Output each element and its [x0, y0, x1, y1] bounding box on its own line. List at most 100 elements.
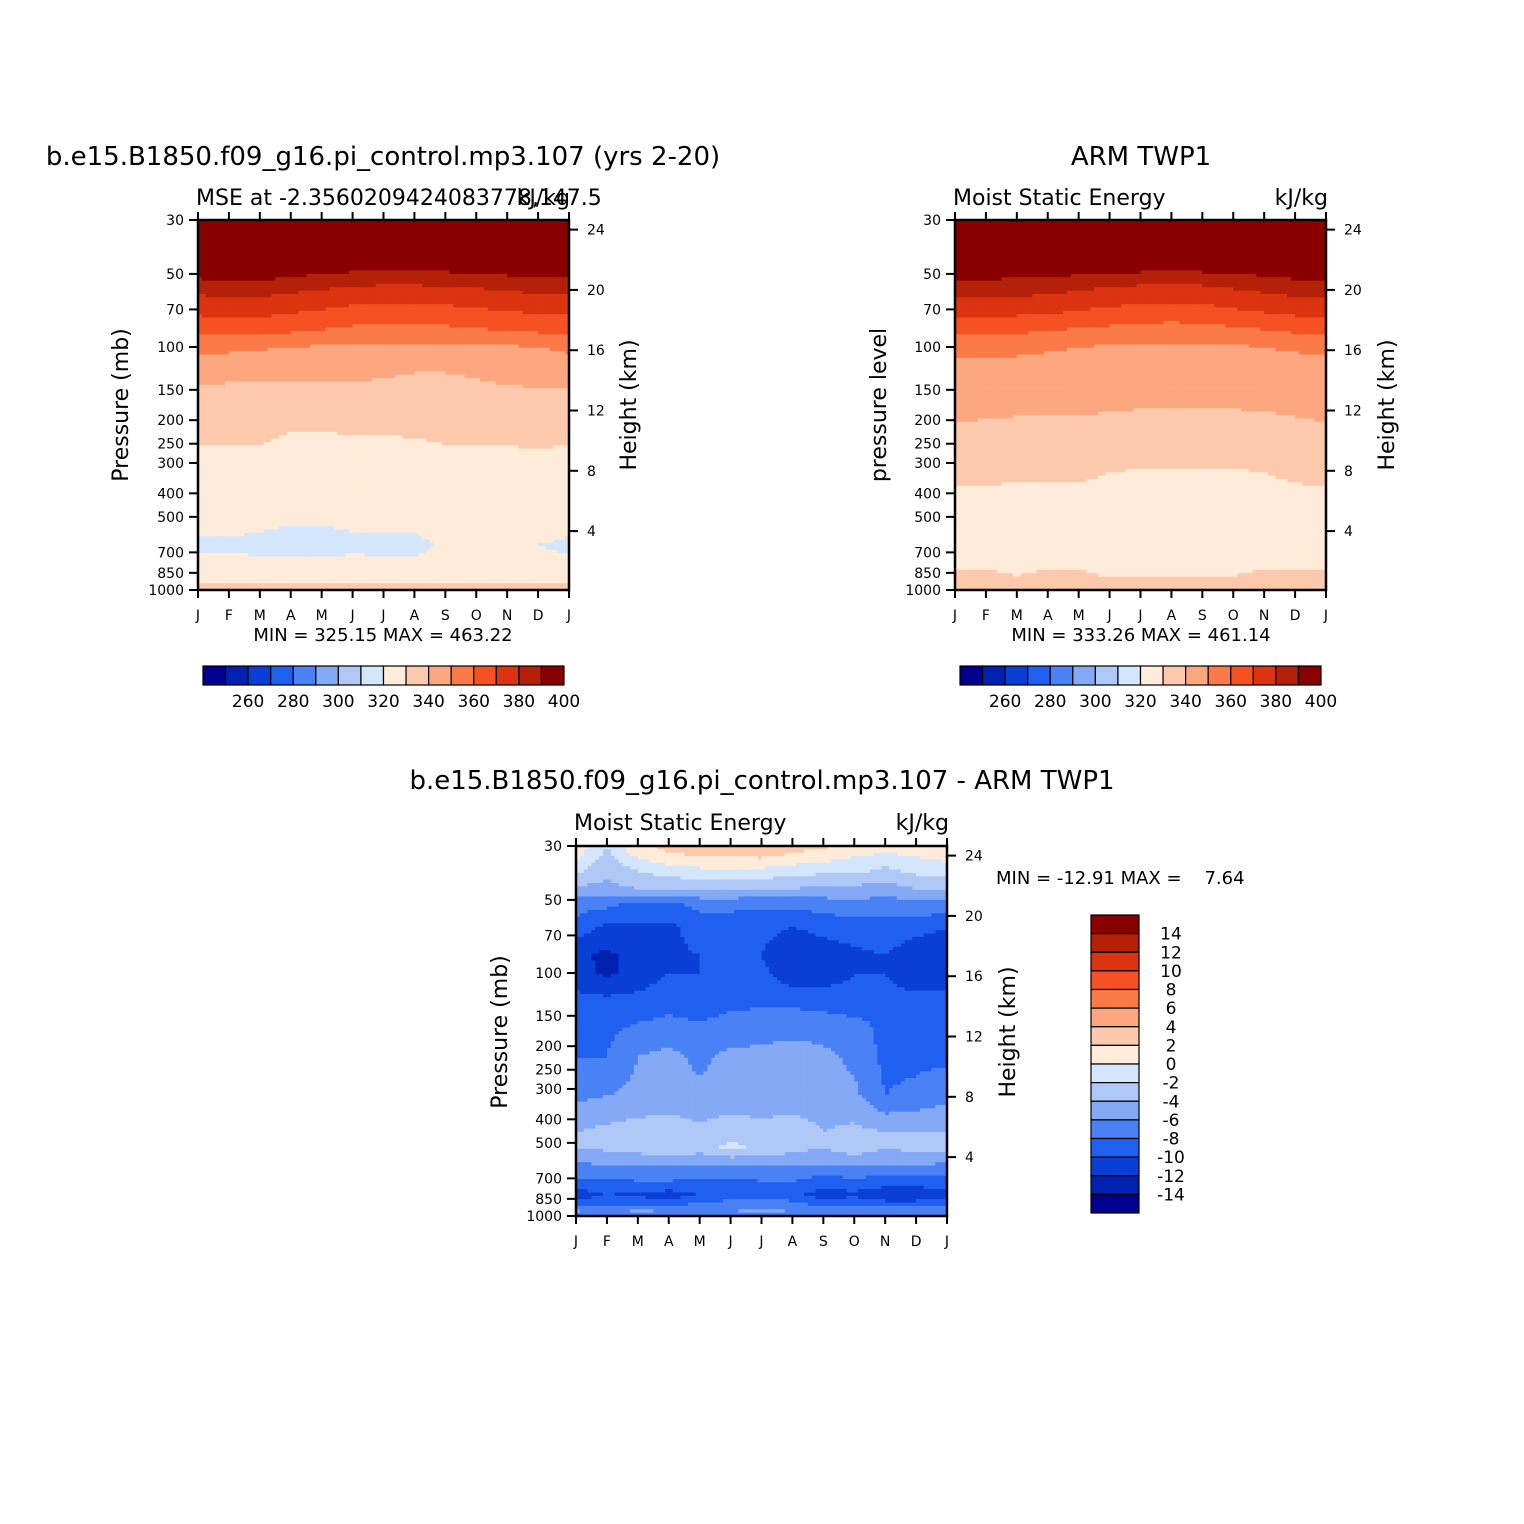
contour-cell: [461, 270, 465, 274]
contour-cell: [395, 307, 399, 311]
contour-cell: [449, 361, 453, 365]
contour-cell: [306, 324, 310, 328]
contour-cell: [441, 381, 445, 385]
contour-cell: [326, 344, 330, 348]
contour-cell: [380, 270, 384, 274]
contour-cell: [399, 307, 403, 311]
contour-cell: [469, 381, 473, 385]
contour-cell: [523, 287, 527, 291]
contour-cell: [465, 287, 469, 291]
contour-cell: [403, 223, 407, 227]
contour-cell: [387, 344, 391, 348]
contour-cell: [484, 240, 488, 244]
contour-cell: [213, 344, 217, 348]
contour-cell: [507, 250, 511, 254]
contour-cell: [279, 381, 283, 385]
contour-cell: [279, 240, 283, 244]
contour-cell: [322, 277, 326, 281]
contour-cell: [526, 307, 530, 311]
contour-cell: [318, 270, 322, 274]
contour-cell: [461, 240, 465, 244]
contour-cell: [271, 240, 275, 244]
contour-cell: [353, 270, 357, 274]
contour-cell: [554, 307, 558, 311]
contour-cell: [387, 388, 391, 392]
contour-cell: [411, 314, 415, 318]
contour-cell: [488, 297, 492, 301]
contour-cell: [264, 307, 268, 311]
contour-cell: [519, 270, 523, 274]
contour-cell: [368, 371, 372, 375]
contour-cell: [403, 260, 407, 264]
contour-cell: [291, 307, 295, 311]
contour-cell: [426, 351, 430, 355]
contour-cell: [426, 277, 430, 281]
contour-cell: [496, 223, 500, 227]
contour-cell: [260, 307, 264, 311]
contour-cell: [492, 307, 496, 311]
contour-cell: [380, 381, 384, 385]
contour-cell: [248, 307, 252, 311]
contour-cell: [302, 250, 306, 254]
contour-cell: [496, 307, 500, 311]
contour-cell: [337, 324, 341, 328]
contour-cell: [372, 351, 376, 355]
contour-cell: [538, 388, 542, 392]
contour-cell: [291, 361, 295, 365]
contour-cell: [356, 388, 360, 392]
contour-cell: [457, 307, 461, 311]
contour-cell: [260, 334, 264, 338]
contour-cell: [507, 371, 511, 375]
contour-cell: [407, 287, 411, 291]
contour-cell: [217, 240, 221, 244]
contour-cell: [511, 250, 515, 254]
contour-cell: [449, 297, 453, 301]
contour-cell: [310, 277, 314, 281]
contour-cell: [202, 361, 206, 365]
contour-cell: [476, 260, 480, 264]
contour-cell: [414, 334, 418, 338]
contour-cell: [403, 361, 407, 365]
contour-cell: [542, 334, 546, 338]
contour-cell: [519, 277, 523, 281]
contour-cell: [376, 277, 380, 281]
contour-cell: [252, 344, 256, 348]
contour-cell: [314, 277, 318, 281]
contour-cell: [333, 361, 337, 365]
contour-cell: [449, 334, 453, 338]
contour-cell: [225, 223, 229, 227]
contour-cell: [298, 344, 302, 348]
contour-cell: [318, 240, 322, 244]
contour-cell: [407, 381, 411, 385]
contour-cell: [422, 334, 426, 338]
contour-cell: [275, 307, 279, 311]
contour-cell: [523, 361, 527, 365]
contour-cell: [356, 233, 360, 237]
contour-cell: [306, 277, 310, 281]
contour-cell: [206, 270, 210, 274]
contour-cell: [515, 250, 519, 254]
contour-cell: [550, 233, 554, 237]
contour-cell: [507, 314, 511, 318]
contour-cell: [206, 371, 210, 375]
contour-cell: [248, 233, 252, 237]
contour-cell: [530, 260, 534, 264]
contour-cell: [260, 223, 264, 227]
contour-cell: [453, 371, 457, 375]
contour-cell: [496, 388, 500, 392]
contour-cell: [329, 260, 333, 264]
contour-cell: [387, 361, 391, 365]
contour-cell: [349, 324, 353, 328]
contour-cell: [384, 260, 388, 264]
contour-cell: [322, 381, 326, 385]
contour-cell: [233, 223, 237, 227]
contour-cell: [414, 314, 418, 318]
contour-cell: [554, 351, 558, 355]
contour-cell: [210, 371, 214, 375]
contour-cell: [337, 260, 341, 264]
contour-cell: [523, 344, 527, 348]
contour-cell: [279, 250, 283, 254]
contour-cell: [268, 381, 272, 385]
contour-cell: [526, 270, 530, 274]
